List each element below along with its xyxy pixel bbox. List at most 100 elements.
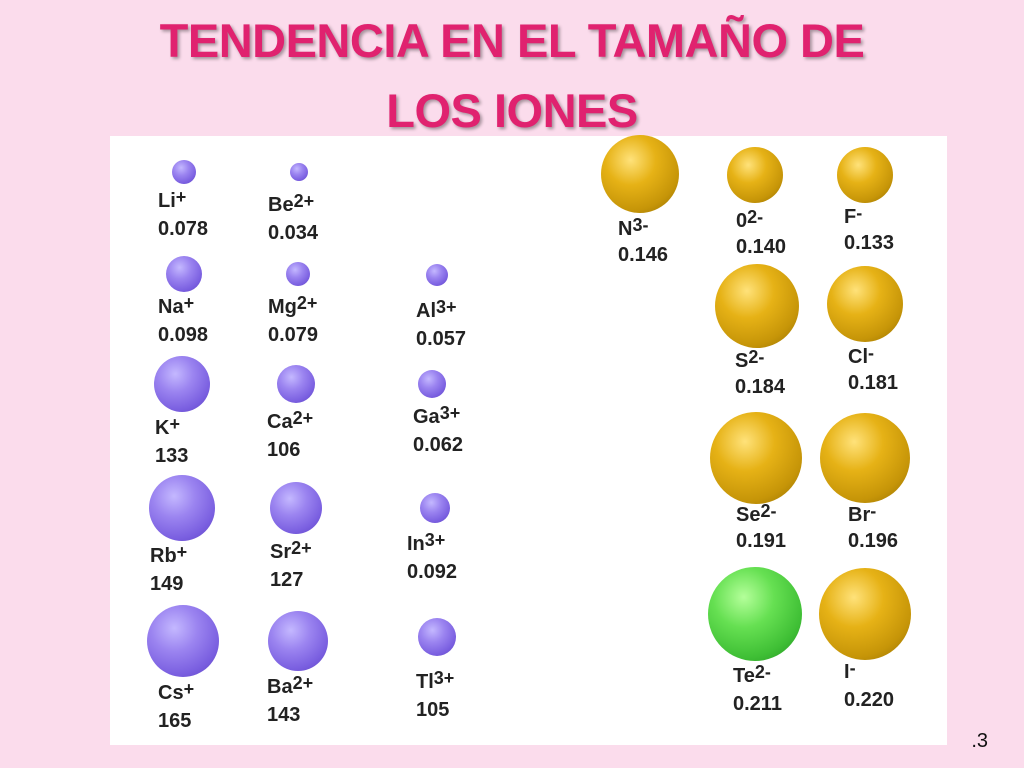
ion-symbol-se: Se2- (736, 502, 776, 526)
ion-sphere-k (154, 356, 210, 412)
element-symbol: I (844, 661, 850, 683)
ion-charge: 2+ (292, 408, 314, 428)
ion-sphere-te (708, 567, 802, 661)
element-symbol: Tl (416, 671, 434, 693)
element-symbol: F (844, 206, 857, 228)
ion-radius-te: 0.211 (733, 693, 782, 715)
ion-symbol-ba: Ba2+ (267, 673, 314, 698)
ion-symbol-k: K+ (155, 414, 180, 439)
ion-symbol-mg: Mg2+ (268, 293, 318, 318)
ion-symbol-i: I- (844, 658, 856, 683)
ion-charge: 2- (748, 347, 765, 367)
ion-radius-sr: 127 (270, 569, 304, 591)
ion-charge: 2+ (296, 293, 318, 313)
ion-radius-in: 0.092 (407, 561, 458, 583)
ion-radius-br: 0.196 (848, 530, 899, 552)
ion-sphere-al (426, 264, 448, 286)
element-symbol: S (735, 350, 749, 372)
ion-sphere-tl (418, 618, 456, 656)
ion-symbol-te: Te2- (733, 662, 771, 687)
ion-charge: 2+ (292, 673, 314, 693)
ion-radius-se: 0.191 (736, 530, 787, 552)
ion-radius-be: 0.034 (268, 222, 319, 244)
ion-radius-tl: 105 (416, 699, 450, 721)
ion-radius-n: 0.146 (618, 244, 669, 266)
ion-charge: + (183, 293, 195, 313)
ion-charge: 3+ (436, 297, 457, 317)
ion-radius-k: 133 (155, 445, 189, 467)
ion-size-diagram: Li+ 0.078 Be2+ 0.034 Na+ 0.098 Mg2+ 0.079 Al3+ 0.… (110, 135, 947, 745)
ion-radius-mg: 0.079 (268, 324, 319, 346)
title-line-1: TENDENCIA EN EL TAMAÑO DE (159, 14, 865, 67)
ion-radius-f: 0.133 (844, 232, 895, 254)
ion-radius-s: 0.184 (735, 376, 786, 398)
ion-radius-ba: 143 (267, 704, 301, 726)
element-symbol: Cl (848, 346, 868, 368)
ion-sphere-cl (827, 266, 903, 342)
ion-radius-al: 0.057 (416, 328, 467, 350)
title-line-2: LOS IONES (386, 84, 638, 137)
element-symbol: K (155, 417, 170, 439)
ion-charge: 3+ (424, 530, 446, 550)
ion-radius-li: 0.078 (158, 218, 209, 240)
element-symbol: Ca (267, 411, 293, 433)
ion-symbol-s: S2- (735, 347, 765, 372)
ion-sphere-mg (286, 262, 310, 286)
element-symbol: 0 (736, 210, 748, 232)
ion-charge: + (183, 679, 195, 699)
ion-sphere-li (172, 160, 196, 184)
ion-sphere-rb (149, 475, 215, 541)
ion-radius-i: 0.220 (844, 689, 895, 711)
ion-charge: - (868, 343, 874, 363)
ion-symbol-tl: Tl3+ (416, 668, 455, 693)
ion-symbol-al: Al3+ (416, 297, 457, 322)
ion-sphere-sr (270, 482, 322, 534)
element-symbol: Te (733, 665, 755, 687)
ion-sphere-br (820, 413, 910, 503)
element-symbol: N (618, 218, 633, 240)
ion-sphere-s (715, 264, 799, 348)
ion-sphere-ba (268, 611, 328, 671)
ion-sphere-cs (147, 605, 219, 677)
ion-sphere-in (420, 493, 450, 523)
ion-radius-cs: 165 (158, 710, 192, 732)
ion-symbol-br: Br- (848, 501, 877, 526)
element-symbol: Li (158, 190, 176, 212)
ion-sphere-be (290, 163, 308, 181)
ion-charge: + (176, 542, 188, 562)
slide-title: TENDENCIA EN EL TAMAÑO DE LOS IONES (0, 6, 1024, 146)
ion-sphere-ca (277, 365, 315, 403)
ion-symbol-0: 02- (736, 207, 764, 232)
ion-radius-ga: 0.062 (413, 434, 464, 456)
ion-sphere-n (601, 135, 679, 213)
ion-charge: 2- (754, 662, 771, 682)
ion-charge: - (849, 658, 856, 678)
ion-charge: 3+ (439, 403, 461, 423)
ion-charge: 3+ (433, 668, 455, 688)
element-symbol: Cs (158, 682, 184, 704)
ion-symbol-cs: Cs+ (158, 679, 195, 704)
element-symbol: Rb (150, 545, 177, 567)
ion-symbol-li: Li+ (158, 187, 187, 212)
ion-radius-0: 0.140 (736, 236, 787, 258)
ion-charge: + (175, 187, 187, 207)
ion-symbol-cl: Cl- (848, 343, 874, 368)
element-symbol: Al (416, 300, 436, 322)
ion-sphere-se (710, 412, 802, 504)
ion-symbol-be: Be2+ (268, 192, 314, 216)
slide-number: .3 (971, 730, 988, 752)
ion-sphere-ga (418, 370, 446, 398)
ion-charge: + (169, 414, 180, 434)
element-symbol: Ga (413, 406, 440, 428)
ion-charge: - (870, 501, 877, 521)
ion-radius-rb: 149 (150, 573, 184, 595)
ion-symbol-n: N3- (618, 216, 648, 240)
ion-radius-cl: 0.181 (848, 372, 899, 394)
ion-charge: 2- (747, 207, 764, 227)
ion-radius-ca: 106 (267, 439, 301, 461)
element-symbol: Br (848, 504, 871, 526)
element-symbol: Be (268, 194, 294, 216)
ion-sphere-0 (727, 147, 783, 203)
ion-charge: 2+ (291, 538, 312, 558)
element-symbol: In (407, 533, 425, 555)
